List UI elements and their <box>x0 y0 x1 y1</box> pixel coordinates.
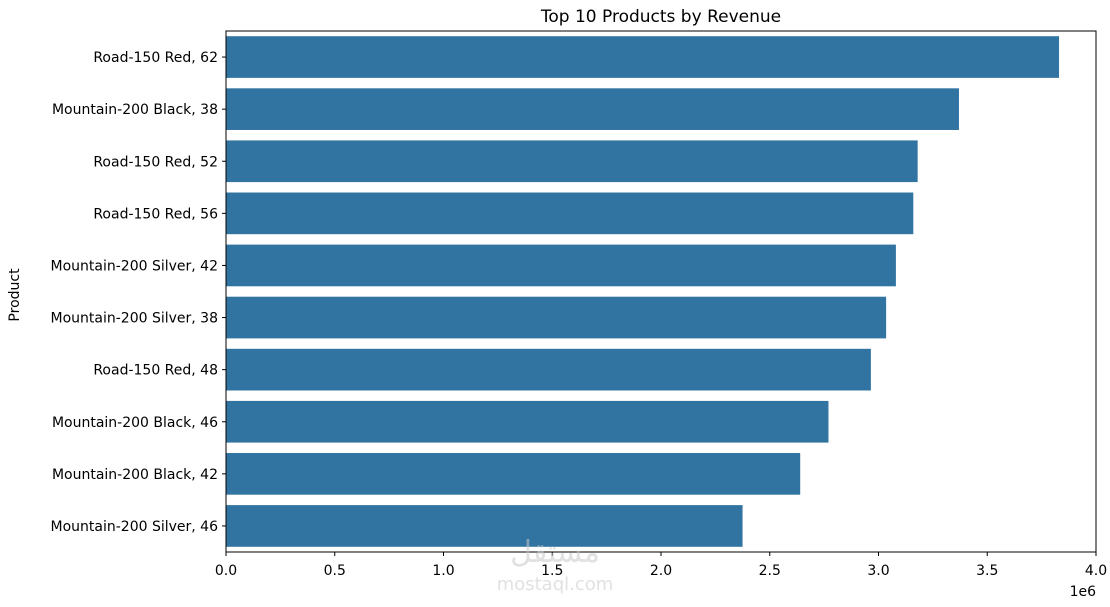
bar <box>226 400 829 443</box>
y-tick-label: Mountain-200 Black, 38 <box>52 102 218 118</box>
watermark-latin: mostaql.com <box>497 574 614 595</box>
y-tick-label: Mountain-200 Black, 42 <box>52 467 218 483</box>
x-tick-label: 4.0 <box>1085 563 1107 579</box>
y-tick-label: Road-150 Red, 62 <box>93 50 218 66</box>
bar <box>226 244 896 287</box>
bar <box>226 192 914 235</box>
y-tick-label: Mountain-200 Black, 46 <box>52 415 218 431</box>
x-tick-label: 1.0 <box>432 563 454 579</box>
bars-group <box>226 36 1060 547</box>
x-axis-offset-label: 1e6 <box>1070 584 1097 600</box>
bar <box>226 140 918 183</box>
y-axis-label: Product <box>7 268 23 322</box>
bar <box>226 453 801 495</box>
y-tick-label: Road-150 Red, 48 <box>93 363 218 379</box>
y-tick-label: Mountain-200 Silver, 38 <box>51 311 218 327</box>
x-tick-label: 2.0 <box>650 563 672 579</box>
bar <box>226 296 887 339</box>
x-tick-label: 3.5 <box>976 563 998 579</box>
x-tick-label: 0.0 <box>215 563 237 579</box>
chart-title: Top 10 Products by Revenue <box>540 7 781 27</box>
bar <box>226 348 871 391</box>
y-tick-label: Mountain-200 Silver, 42 <box>51 258 218 274</box>
plot-frame <box>225 30 1097 553</box>
y-tick-label: Road-150 Red, 56 <box>93 206 218 222</box>
watermark-arabic: مستقل <box>510 535 600 570</box>
bar <box>226 88 959 130</box>
x-tick-label: 1.5 <box>541 563 563 579</box>
x-tick-label: 2.5 <box>759 563 781 579</box>
y-tick-label: Mountain-200 Silver, 46 <box>51 519 219 535</box>
x-tick-label: 3.0 <box>867 563 889 579</box>
x-tick-label: 0.5 <box>324 563 346 579</box>
y-tick-label: Road-150 Red, 52 <box>93 154 218 170</box>
watermark: مستقل mostaql.com <box>497 535 614 595</box>
x-axis-ticks: 0.0 0.5 1.0 1.5 2.0 2.5 3.0 3.5 4.0 <box>215 552 1107 579</box>
bar <box>226 505 743 547</box>
y-axis-ticks: Road-150 Red, 62 Mountain-200 Black, 38 Ro… <box>51 50 226 535</box>
bar <box>226 36 1060 78</box>
